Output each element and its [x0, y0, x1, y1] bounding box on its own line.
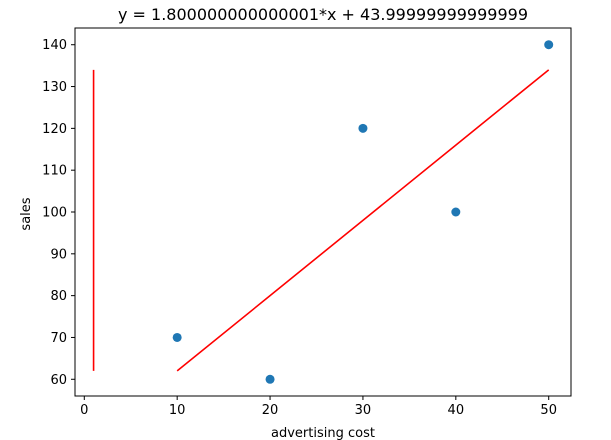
- y-tick-label-7: 130: [42, 80, 67, 95]
- y-tick-label-0: 60: [50, 373, 67, 388]
- plot-area: 0 10 20 30 40 50 60 70 80 90 100 110 120 130 140: [42, 27, 572, 418]
- scatter-point-1: [265, 374, 275, 384]
- x-tick-label-3: 30: [355, 403, 372, 418]
- scatter-point-2: [358, 123, 368, 133]
- x-tick-label-5: 50: [540, 403, 557, 418]
- x-tick-label-1: 10: [169, 403, 186, 418]
- y-tick-label-8: 140: [42, 38, 67, 53]
- scatter-point-0: [172, 332, 182, 342]
- y-tick-label-5: 110: [42, 164, 67, 179]
- y-axis-label: sales: [19, 197, 34, 230]
- scatter-point-4: [544, 40, 554, 50]
- x-tick-label-2: 20: [262, 403, 279, 418]
- y-tick-label-1: 70: [50, 331, 67, 346]
- y-tick-label-2: 80: [50, 289, 67, 304]
- y-tick-label-4: 100: [42, 206, 67, 221]
- axes-frame: [74, 27, 572, 397]
- y-tick-label-3: 90: [50, 247, 67, 262]
- x-axis-label: advertising cost: [271, 426, 375, 440]
- chart-title: y = 1.800000000000001*x + 43.99999999999…: [118, 5, 528, 24]
- x-tick-label-0: 0: [80, 403, 88, 418]
- x-tick-label-4: 40: [448, 403, 465, 418]
- y-tick-label-6: 120: [42, 122, 67, 137]
- series-line-0: [176, 69, 550, 372]
- scatter-point-3: [451, 207, 461, 217]
